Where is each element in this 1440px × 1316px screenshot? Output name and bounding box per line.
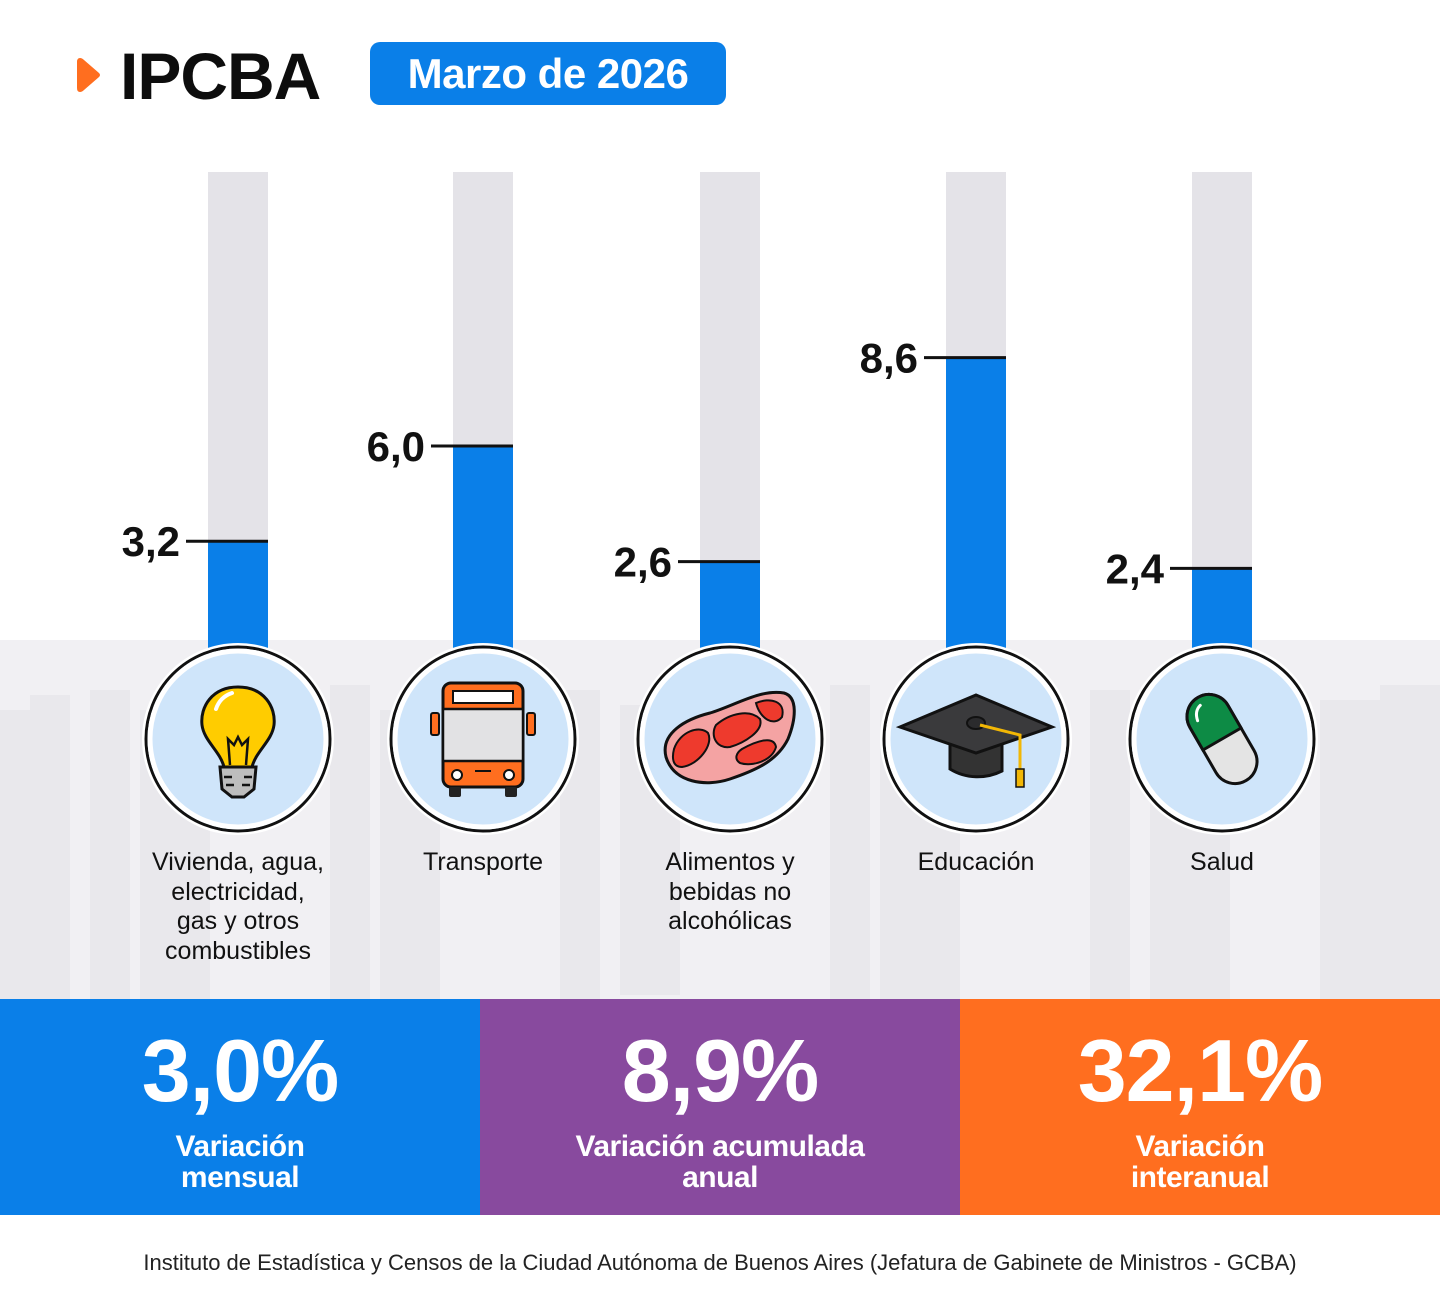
stat-label-line: Variación acumulada	[575, 1130, 865, 1163]
graduation-cap-icon	[895, 693, 1057, 788]
pill-icon	[1185, 692, 1259, 786]
lightbulb-icon	[200, 685, 276, 799]
stat-year-over-year: 32,1% Variación interanual	[960, 999, 1440, 1215]
stat-label-line: mensual	[180, 1161, 300, 1194]
value-label: 2,4	[1106, 545, 1165, 592]
category-label-line: Alimentos y	[665, 848, 795, 876]
icon-circle-inner-ring	[392, 648, 574, 830]
category-label: Vivienda, agua, electricidad, gas y otros c…	[118, 848, 358, 966]
category-label: Alimentos y bebidas no alcohólicas	[610, 848, 850, 937]
value-label: 2,6	[614, 539, 672, 586]
stat-label-line: Variación	[175, 1130, 305, 1163]
icon-circle-inner-ring	[147, 648, 329, 830]
category-label-line: electricidad,	[171, 877, 305, 906]
category-label: Salud	[1102, 848, 1342, 878]
source-footer: Instituto de Estadística y Censos de la …	[143, 1250, 1297, 1275]
stat-label: Variación mensual	[0, 1131, 480, 1193]
stat-value: 3,0%	[141, 1021, 340, 1120]
stat-label: Variación acumulada anual	[480, 1131, 960, 1193]
category-label-line: Vivienda, agua,	[152, 848, 324, 876]
category-label-line: bebidas no	[668, 877, 792, 906]
category-label: Transporte	[363, 848, 603, 878]
stat-label-line: Variación	[1135, 1130, 1265, 1163]
icon-circle-inner-ring	[885, 648, 1067, 830]
bar-1	[453, 446, 513, 670]
category-label-line: alcohólicas	[668, 907, 792, 935]
category-label-line: combustibles	[165, 936, 311, 965]
category-label-line: Salud	[1190, 848, 1254, 876]
summary-stats: 3,0% Variación mensual 8,9% Variación ac…	[0, 999, 1440, 1215]
logo-text: IPCBA	[120, 39, 321, 113]
value-label: 8,6	[860, 335, 918, 382]
icon-circle-inner-ring	[1131, 648, 1313, 830]
category-label-line: Educación	[917, 848, 1035, 876]
bar-chart: 3,2 6,0 2,6 8,6 2,4	[122, 172, 1318, 835]
meat-icon	[663, 690, 796, 785]
stat-monthly: 3,0% Variación mensual	[0, 999, 480, 1215]
bus-icon	[430, 681, 536, 797]
value-label: 3,2	[122, 518, 180, 565]
stat-value: 32,1%	[1077, 1021, 1324, 1120]
date-badge: Marzo de 2026	[370, 42, 726, 105]
icon-circle-inner-ring	[639, 648, 821, 830]
category-label-line: Transporte	[423, 848, 543, 876]
header: IPCBA Marzo de 2026	[0, 0, 1440, 130]
category-label: Educación	[856, 848, 1096, 878]
value-label: 6,0	[367, 423, 425, 470]
stat-value: 8,9%	[621, 1021, 820, 1120]
logo-arrow-icon	[77, 58, 100, 92]
bar-3	[946, 357, 1006, 670]
category-label-line: gas y otros	[176, 907, 300, 935]
stat-label: Variación interanual	[960, 1131, 1440, 1193]
stat-annual-cumulative: 8,9% Variación acumulada anual	[480, 999, 960, 1215]
stat-label-line: anual	[682, 1161, 758, 1194]
stat-label-line: interanual	[1130, 1161, 1270, 1194]
